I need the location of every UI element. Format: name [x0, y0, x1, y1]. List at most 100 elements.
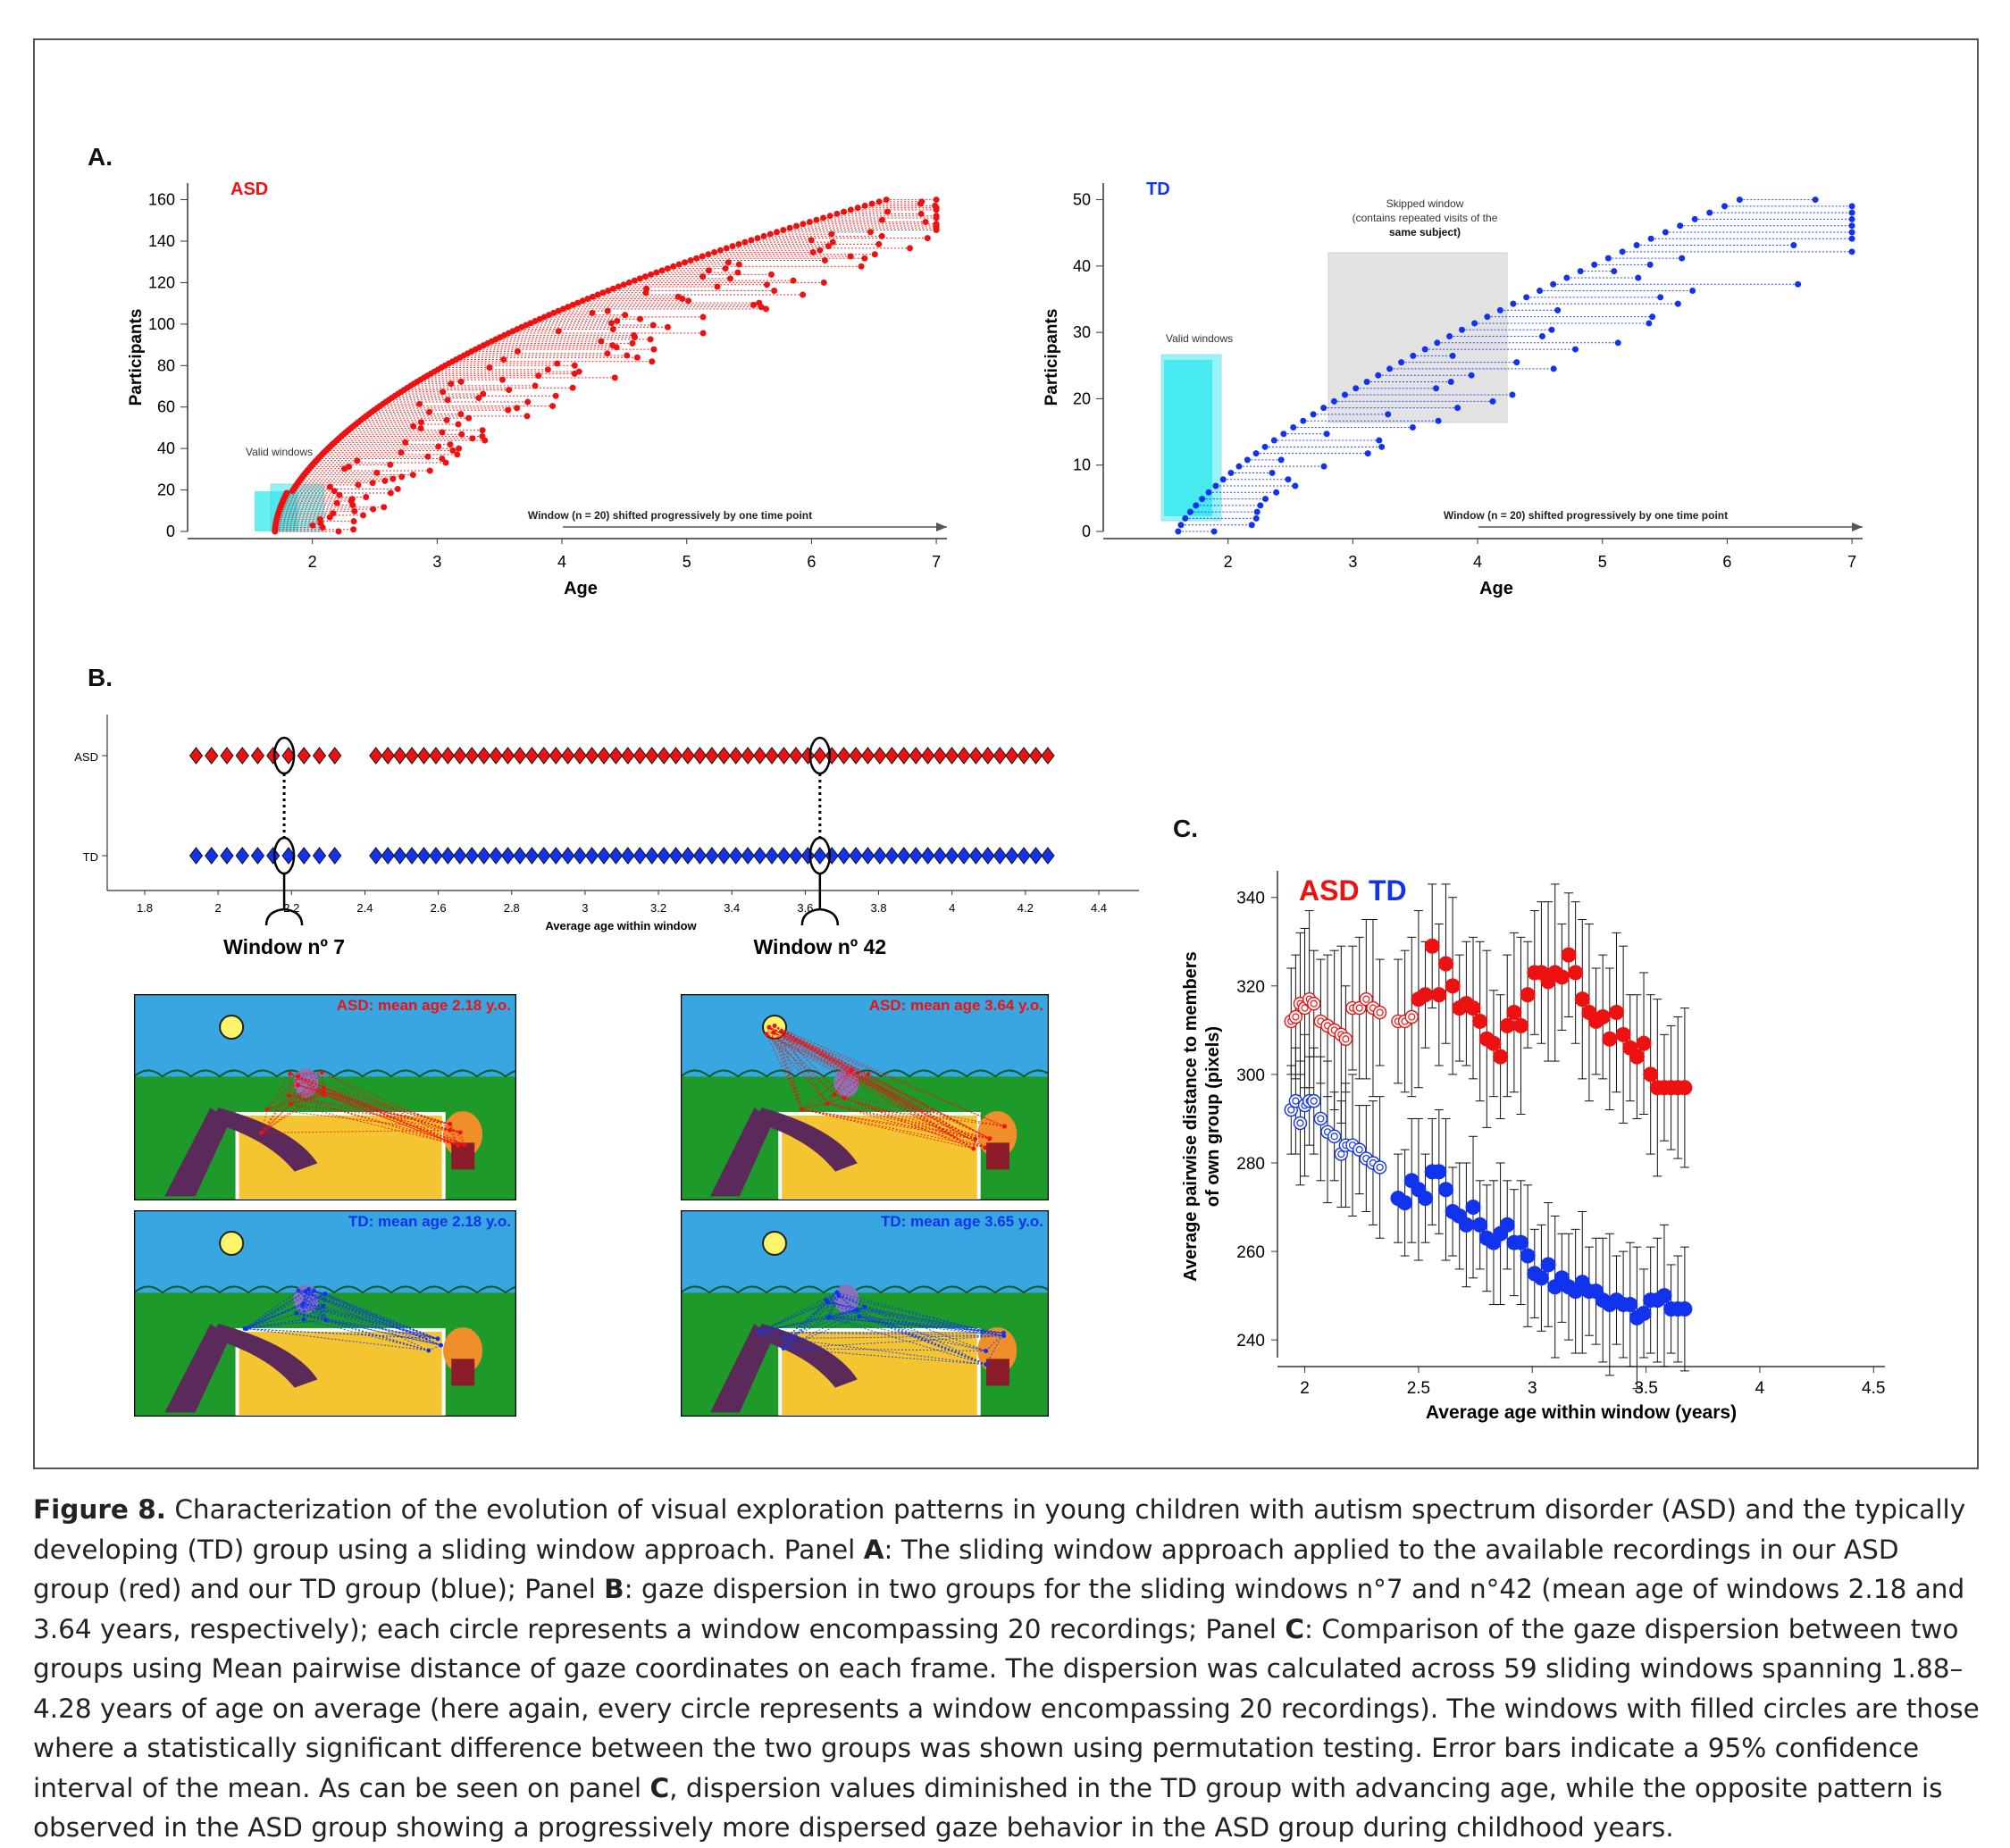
participant-point [410, 472, 416, 478]
participant-point [833, 211, 840, 217]
data-point-open [1294, 1116, 1306, 1129]
y-tick-label: 160 [148, 191, 175, 209]
asd-window-marker [693, 748, 706, 764]
asd-window-marker [236, 748, 248, 764]
participant-point [923, 219, 929, 225]
td-window-marker [657, 848, 670, 864]
data-point-filled [1541, 1257, 1556, 1272]
gaze-point [866, 1072, 870, 1076]
td-window-marker [370, 848, 382, 864]
asd-window-marker [525, 748, 538, 764]
data-point-filled [1629, 1049, 1645, 1065]
participant-point [918, 211, 925, 217]
participant-point [1849, 222, 1855, 229]
x-tick-label: 4.2 [1018, 901, 1034, 915]
asd-window-marker [598, 748, 610, 764]
x-axis-label: Average age within window [545, 919, 697, 932]
data-point-filled [1486, 1036, 1501, 1051]
td-window-marker [825, 848, 838, 864]
gaze-point [850, 1067, 854, 1072]
x-tick-label: 2 [308, 553, 317, 571]
td-window-marker [454, 848, 466, 864]
participant-point [480, 390, 486, 397]
x-tick-label: 7 [1847, 553, 1856, 571]
td-window-marker [205, 848, 218, 864]
gaze-point [323, 1317, 328, 1322]
x-tick-label: 6 [807, 553, 816, 571]
participant-point [648, 272, 654, 278]
td-window-marker [329, 848, 341, 864]
participant-point [447, 441, 453, 447]
participant-point [934, 213, 940, 219]
caption-panel-c-ref: C [650, 1773, 670, 1803]
scene-asd-window-7: ASD: mean age 2.18 y.o. [134, 994, 516, 1200]
data-point-filled [1500, 1217, 1515, 1233]
data-point-filled [1513, 1235, 1528, 1250]
participant-point [1262, 444, 1269, 450]
participant-point [1269, 470, 1276, 476]
participant-point [875, 241, 882, 247]
participant-point [524, 399, 531, 406]
data-point-filled [1397, 1195, 1412, 1210]
td-window-marker [314, 848, 326, 864]
participant-point [734, 270, 741, 276]
asd-window-marker [754, 748, 766, 764]
participant-point [1849, 229, 1855, 235]
arrow-label: Window (n = 20) shifted progressively by… [528, 509, 812, 522]
x-tick-label: 3 [582, 901, 588, 915]
asd-window-marker [874, 748, 886, 764]
asd-window-marker [1018, 748, 1030, 764]
participant-point [768, 272, 775, 278]
participant-point [1257, 502, 1263, 508]
asd-window-marker [657, 748, 670, 764]
gaze-point [825, 1316, 830, 1320]
participant-point [711, 249, 717, 255]
participant-point [1615, 339, 1621, 346]
td-window-marker [909, 848, 922, 864]
data-point-filled [1438, 1182, 1453, 1197]
data-point-filled [1677, 1080, 1692, 1095]
valid-windows-label: Valid windows [246, 446, 313, 458]
participant-point [1795, 281, 1801, 288]
participant-point [1249, 522, 1255, 528]
participant-point [934, 197, 940, 203]
participant-point [1548, 327, 1554, 333]
td-window-marker [478, 848, 490, 864]
participant-point [925, 235, 931, 241]
data-point-filled [1472, 1014, 1487, 1029]
scene-caption: ASD: mean age 2.18 y.o. [337, 997, 511, 1014]
td-window-marker [574, 848, 586, 864]
participant-point [793, 223, 800, 230]
y-tick-label: 100 [148, 315, 175, 333]
asd-window-marker [898, 748, 910, 764]
participant-point [884, 197, 890, 203]
participant-point [861, 255, 867, 262]
data-point-filled [1677, 1301, 1692, 1317]
td-window-marker [777, 848, 790, 864]
gaze-point [1001, 1331, 1006, 1335]
data-point-filled [1520, 987, 1536, 1002]
panel-c-label: C. [1173, 815, 1198, 843]
participant-point [1331, 398, 1337, 405]
gaze-point [294, 1311, 298, 1316]
td-window-marker [406, 848, 418, 864]
y-axis-label: Participants [1043, 309, 1061, 406]
participant-point [553, 393, 559, 399]
participant-point [1450, 353, 1456, 359]
participant-point [827, 213, 833, 219]
participant-point [1262, 496, 1269, 502]
y-axis-label: of own group (pixels) [1203, 1026, 1223, 1207]
participant-point [1849, 216, 1855, 222]
gaze-point [783, 1336, 787, 1341]
participant-point [1376, 438, 1382, 444]
asd-window-marker [862, 748, 875, 764]
y-tick-label: 60 [157, 398, 175, 416]
gaze-point [834, 1291, 839, 1295]
participant-point [1178, 522, 1185, 528]
window-label: Window nº 7 [223, 935, 345, 958]
participant-point [653, 270, 659, 276]
participant-point [1436, 418, 1442, 424]
participant-point [1212, 483, 1219, 489]
data-point-filled [1520, 1249, 1536, 1264]
asd-window-marker [838, 748, 850, 764]
